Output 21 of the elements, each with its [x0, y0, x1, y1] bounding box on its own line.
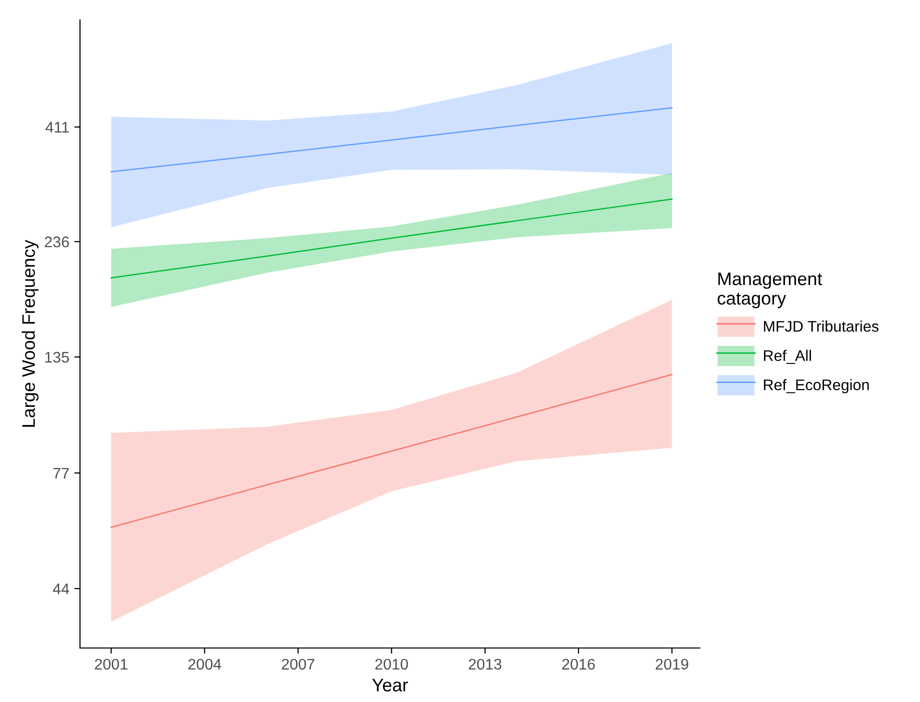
- x-tick-label: 2004: [188, 658, 222, 670]
- x-tick-label: 2007: [282, 658, 314, 670]
- y-axis-title: Large Wood Frequency: [22, 240, 39, 427]
- x-tick-label: 2010: [375, 658, 408, 670]
- y-tick-label: 77: [53, 468, 69, 479]
- x-tick-label: 2013: [468, 658, 502, 670]
- x-tick-label: 2016: [562, 658, 595, 670]
- x-tick-label: 2001: [94, 658, 128, 670]
- y-tick-label: 44: [52, 584, 70, 594]
- x-tick-label: 2019: [656, 658, 688, 670]
- x-axis-title: Year: [372, 678, 408, 692]
- legend-label: MFJD Tributaries: [764, 320, 878, 332]
- legend-label: Ref_All: [764, 350, 811, 364]
- line-series: [110, 107, 673, 172]
- y-tick-label: 135: [45, 352, 69, 363]
- line-series: [110, 198, 673, 279]
- legend-label: Ref_EcoRegion: [764, 379, 869, 394]
- line-series: [110, 374, 673, 528]
- y-tick-label: 411: [46, 122, 69, 133]
- legend-title: Management catagory: [718, 272, 822, 308]
- y-tick-label: 236: [44, 236, 69, 248]
